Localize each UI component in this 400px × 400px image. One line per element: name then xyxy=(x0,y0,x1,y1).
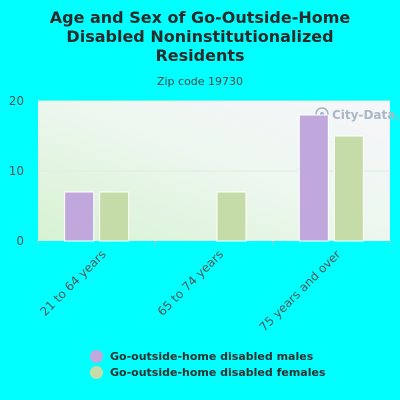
legend-swatch-females xyxy=(90,366,103,379)
bar-males xyxy=(298,114,329,242)
grid-lines xyxy=(38,100,390,172)
legend-item-females: Go-outside-home disabled females xyxy=(90,365,390,380)
x-tick-label: 21 to 64 years xyxy=(37,247,108,318)
chart-subtitle: Zip code 19730 xyxy=(156,75,244,88)
y-tick-labels: 0 10 20 xyxy=(9,94,24,248)
chart-title: Age and Sex of Go-Outside-Home Disabled … xyxy=(49,8,351,65)
watermark-text: City-Data.com xyxy=(332,108,400,122)
x-tick-label: 75 years and over xyxy=(256,247,343,334)
x-tick-label: 65 to 74 years xyxy=(155,247,226,318)
legend-swatch-males xyxy=(90,350,103,363)
bar-females xyxy=(333,135,364,242)
x-tick-labels: 21 to 64 years 65 to 74 years 75 years and… xyxy=(37,241,391,334)
bar-males xyxy=(64,191,95,242)
y-tick-label: 0 xyxy=(16,234,24,248)
legend-item-males: Go-outside-home disabled males xyxy=(90,349,390,364)
legend-label-females: Go-outside-home disabled females xyxy=(110,366,326,379)
y-tick-label: 10 xyxy=(9,164,24,178)
legend: Go-outside-home disabled males Go-outsid… xyxy=(90,349,390,381)
bar-females xyxy=(99,191,130,242)
bar-females xyxy=(216,191,247,242)
bars xyxy=(64,114,364,242)
y-tick-label: 20 xyxy=(9,94,24,108)
legend-label-males: Go-outside-home disabled males xyxy=(110,350,314,363)
